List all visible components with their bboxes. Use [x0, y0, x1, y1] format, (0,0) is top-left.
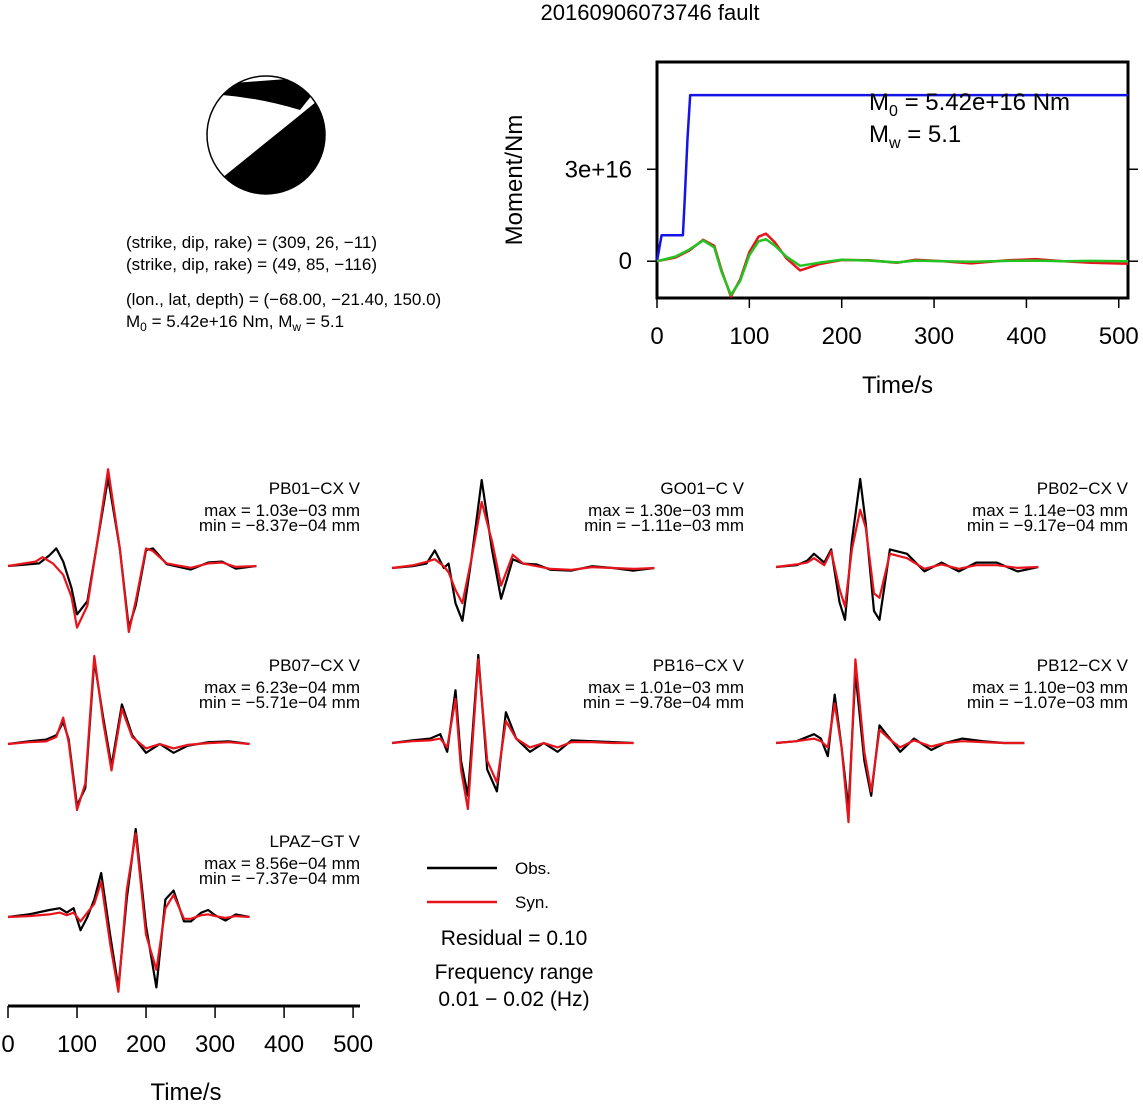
beachball-icon	[206, 75, 326, 195]
annotation-mw-value: = 5.1	[901, 121, 962, 148]
frequency-range-label: Frequency range	[435, 961, 594, 984]
axis-tick-label-500: 500	[333, 1031, 373, 1058]
beachball-compression-top	[220, 78, 312, 110]
station-name: PB02−CX V	[1037, 479, 1129, 498]
m0-prefix: M	[126, 312, 140, 331]
station-name: PB12−CX V	[1037, 656, 1129, 675]
m0-sub: 0	[140, 320, 147, 334]
moment-annotation-mw: Mw = 5.1	[869, 121, 961, 152]
station-max: max = 6.23e−04 mm	[204, 678, 360, 697]
synthetic-trace	[7, 832, 250, 993]
station-name: PB07−CX V	[269, 656, 361, 675]
moment-ytick-label-0: 0	[619, 248, 632, 275]
mw-sub: w	[291, 320, 301, 334]
moment-xtick-label-0: 0	[650, 323, 663, 350]
annotation-m0-value: = 5.42e+16 Nm	[898, 89, 1070, 116]
observed-trace	[7, 827, 250, 989]
waveform-xlabel: Time/s	[150, 1079, 221, 1104]
station-name: PB16−CX V	[653, 656, 745, 675]
synthetic-trace	[775, 658, 1025, 824]
legend-label-syn: Syn.	[515, 893, 549, 912]
m0-value: = 5.42e+16 Nm,	[147, 312, 278, 331]
moment-xtick-label-200: 200	[822, 323, 862, 350]
figure-title: 20160906073746 fault	[541, 0, 760, 25]
nodal-plane-1: (strike, dip, rake) = (309, 26, −11)	[126, 233, 377, 252]
legend: Obs. Syn.	[427, 859, 551, 912]
station-name: LPAZ−GT V	[269, 832, 360, 851]
waveform-time-axis: 0 100 200 300 400 500 Time/s	[1, 1004, 373, 1104]
station-name: PB01−CX V	[269, 479, 361, 498]
station-max: max = 1.10e−03 mm	[972, 678, 1128, 697]
mw-prefix: M	[278, 312, 292, 331]
axis-tick-label-100: 100	[57, 1031, 97, 1058]
moment-ytick-label-1: 3e+16	[565, 156, 632, 183]
nodal-plane-2: (strike, dip, rake) = (49, 85, −116)	[126, 255, 377, 274]
axis-tick-label-0: 0	[1, 1031, 14, 1058]
moment-ylabel: Moment/Nm	[501, 115, 528, 246]
residual-text: Residual = 0.10	[441, 927, 588, 950]
station-min: min = −1.11e−03 mm	[584, 516, 744, 535]
axis-tick-label-200: 200	[126, 1031, 166, 1058]
station-max: max = 1.01e−03 mm	[588, 678, 744, 697]
moment-xtick-label-100: 100	[729, 323, 769, 350]
station-min: min = −9.17e−04 mm	[967, 516, 1128, 535]
legend-label-obs: Obs.	[515, 859, 551, 878]
synthetic-trace	[391, 500, 655, 605]
axis-tick-label-300: 300	[195, 1031, 235, 1058]
station-max: max = 8.56e−04 mm	[204, 854, 360, 873]
moment-plot-frame	[655, 60, 1130, 300]
synthetic-trace	[391, 658, 634, 811]
moment-xtick-label-500: 500	[1099, 323, 1139, 350]
annotation-m0-sub: 0	[889, 103, 898, 120]
annotation-m0-prefix: M	[869, 89, 889, 116]
moment-xtick-label-400: 400	[1006, 323, 1046, 350]
station-max: max = 1.14e−03 mm	[972, 501, 1128, 520]
frequency-range-value: 0.01 − 0.02 (Hz)	[438, 988, 589, 1011]
moment-plot: 0 100 200 300 400 500 0 3e+16 Time/s Moment/Nm M0 …	[501, 60, 1139, 399]
event-location: (lon., lat, depth) = (−68.00, −21.40, 15…	[126, 290, 441, 309]
station-min: min = −5.71e−04 mm	[199, 693, 360, 712]
axis-tick-label-400: 400	[264, 1031, 304, 1058]
moment-xlabel: Time/s	[862, 372, 933, 399]
annotation-mw-prefix: M	[869, 121, 889, 148]
station-min: min = −8.37e−04 mm	[199, 516, 360, 535]
moment-xtick-label-300: 300	[914, 323, 954, 350]
moment-annotation-m0: M0 = 5.42e+16 Nm	[869, 89, 1070, 120]
station-max: max = 1.03e−03 mm	[204, 501, 360, 520]
station-min: min = −1.07e−03 mm	[967, 693, 1128, 712]
synthetic-trace	[7, 654, 250, 812]
moment-series-rate-2	[656, 237, 1129, 297]
synthetic-trace	[7, 468, 257, 634]
station-max: max = 1.30e−03 mm	[588, 501, 744, 520]
annotation-mw-sub: w	[888, 135, 901, 152]
station-min: min = −9.78e−04 mm	[583, 693, 744, 712]
observed-trace	[391, 653, 634, 797]
moment-series-cumulative-0	[655, 93, 1128, 262]
beachball-compression-quadrant	[222, 97, 325, 194]
station-name: GO01−C V	[660, 479, 744, 498]
mw-value: = 5.1	[301, 312, 344, 331]
moment-magnitude-text: M0 = 5.42e+16 Nm, Mw = 5.1	[126, 312, 344, 334]
station-min: min = −7.37e−04 mm	[199, 869, 360, 888]
synthetic-trace	[775, 508, 1039, 608]
